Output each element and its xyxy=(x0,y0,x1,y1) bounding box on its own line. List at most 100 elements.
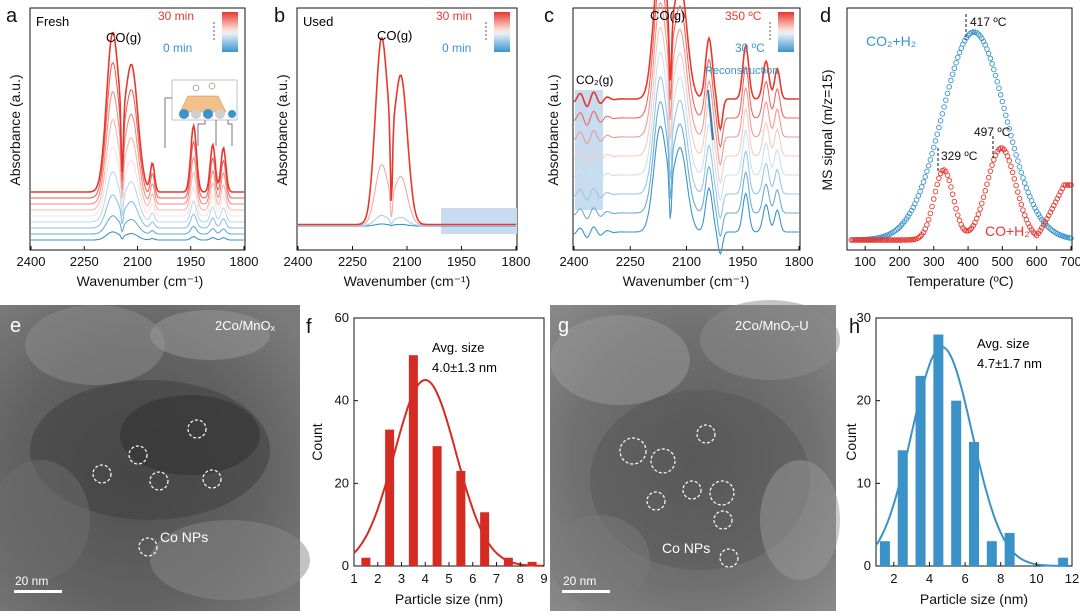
x-tick-label: 1950 xyxy=(447,254,476,269)
scatter-point-co2-h2 xyxy=(915,193,922,199)
scatter-point-co-h2 xyxy=(1008,163,1014,170)
histogram-bar xyxy=(915,375,926,566)
x-axis-label: Wavenumber (cm⁻¹) xyxy=(623,273,750,289)
panel-b: b Used CO(g) 30 min 0 min 2400 2250 2100 19… xyxy=(274,5,530,289)
panel-d: d 417 ºC 329 ºC 497 ºC CO₂+H₂ CO+H₂ 100 2… xyxy=(819,5,1080,289)
panel-g-tem-image: g 2Co/MnOₓ-U Co NPs 20 nm xyxy=(550,300,840,611)
scatter-point-co-h2 xyxy=(989,162,995,168)
inset-pointer xyxy=(197,120,206,146)
inset-pointer xyxy=(164,97,172,148)
scatter-point-co2-h2 xyxy=(937,117,944,124)
co-gas-label: CO(g) xyxy=(106,30,141,45)
scatter-point-co2-h2 xyxy=(1004,119,1011,125)
scatter-point-co-h2 xyxy=(941,167,947,173)
axes-frame xyxy=(353,317,545,567)
scatter-point-co-h2 xyxy=(1018,201,1025,208)
scatter-point-co-h2 xyxy=(975,211,982,217)
panel-label-e: e xyxy=(10,315,21,337)
scatter-point-co2-h2 xyxy=(894,225,901,232)
y-tick-label: 20 xyxy=(857,393,871,408)
legend-gradient-bar xyxy=(494,12,510,52)
scatter-point-co-h2 xyxy=(948,184,954,190)
scatter-point-co2-h2 xyxy=(970,29,976,35)
scatter-point-co2-h2 xyxy=(944,90,951,97)
scatter-point-co2-h2 xyxy=(992,72,999,79)
x-tick-label: 400 xyxy=(957,254,979,269)
scatter-point-co-h2 xyxy=(1039,225,1045,231)
scatter-point-co-h2 xyxy=(874,237,880,243)
scatter-point-co2-h2 xyxy=(905,213,911,220)
nanoparticle-circle xyxy=(713,510,733,530)
scatter-point-co2-h2 xyxy=(1023,185,1030,191)
x-tick-label: 700 xyxy=(1060,254,1080,269)
spectrum-line-1 xyxy=(573,126,799,256)
scatter-point-co-h2 xyxy=(864,237,870,243)
scatter-point-co-h2 xyxy=(876,237,882,243)
series-label-co2-h2: CO₂+H₂ xyxy=(866,33,916,49)
scatter-point-co2-h2 xyxy=(925,162,932,169)
nanoparticle-circle xyxy=(187,419,207,439)
scatter-point-co-h2 xyxy=(907,237,913,243)
panel-e-tem-image: e 2Co/MnOₓ Co NPs 20 nm xyxy=(0,305,310,611)
scatter-point-co-h2 xyxy=(949,191,956,197)
x-axis-label: Wavenumber (cm⁻¹) xyxy=(77,273,204,289)
scatter-point-co-h2 xyxy=(857,237,863,243)
nanoparticle-circle xyxy=(650,448,676,474)
x-tick-label: 2250 xyxy=(338,254,367,269)
scatter-point-co-h2 xyxy=(937,170,944,177)
scale-bar xyxy=(14,590,62,593)
x-tick-label: 8 xyxy=(997,571,1004,586)
scatter-point-co-h2 xyxy=(879,237,886,243)
panel-label-g: g xyxy=(558,315,569,337)
avg-size-label: Avg. size xyxy=(977,336,1030,351)
spectrum-line-2 xyxy=(573,101,799,238)
spectrum-line-8 xyxy=(31,62,244,199)
scatter-point-co-h2 xyxy=(1032,231,1038,237)
x-tick-label: 1800 xyxy=(785,254,814,269)
scatter-point-co-h2 xyxy=(951,198,958,205)
x-tick-label: 1800 xyxy=(230,254,259,269)
scatter-point-co-h2 xyxy=(1066,182,1073,188)
scatter-point-co2-h2 xyxy=(953,59,959,66)
x-tick-label: 100 xyxy=(854,254,876,269)
panel-label-d: d xyxy=(820,5,831,27)
y-tick-label: 30 xyxy=(857,310,871,325)
spectrum-line-5 xyxy=(573,27,799,185)
scatter-point-co2-h2 xyxy=(1008,132,1014,139)
x-tick-label: 1950 xyxy=(728,254,757,269)
histogram-bars xyxy=(875,334,1072,567)
scatter-point-co2-h2 xyxy=(922,174,928,180)
scatter-point-co-h2 xyxy=(894,237,901,243)
scatter-point-co-h2 xyxy=(987,168,994,174)
axis-ticks: 1 2 3 4 5 6 7 8 9 0 20 40 60 xyxy=(335,310,548,586)
scatter-point-co-h2 xyxy=(997,145,1004,151)
scatter-point-co-h2 xyxy=(991,157,997,163)
x-tick-label: 500 xyxy=(992,254,1014,269)
nanoparticle-circle xyxy=(92,464,112,484)
x-ticks: 2400 2250 2100 1950 1800 xyxy=(17,246,259,269)
scatter-point-co-h2 xyxy=(882,237,889,243)
panel-label-f: f xyxy=(306,316,312,338)
histogram-bar xyxy=(951,400,962,566)
scatter-point-co-h2 xyxy=(869,237,875,243)
scatter-point-co2-h2 xyxy=(924,168,930,175)
nanoparticle-circle xyxy=(719,548,739,568)
sample-title: 2Co/MnOₓ-U xyxy=(735,318,809,333)
legend-gradient-bar xyxy=(778,12,794,52)
spectrum-line-4 xyxy=(31,171,244,223)
histogram-bar xyxy=(897,450,908,566)
peak-annotation: 497 ºC xyxy=(974,125,1011,139)
x-tick-label: 2400 xyxy=(284,254,313,269)
scatter-point-co2-h2 xyxy=(917,188,923,195)
axes-frame xyxy=(846,7,1073,251)
co-gas-label: CO(g) xyxy=(377,28,412,43)
nanoparticle-circle xyxy=(149,471,169,491)
y-axis-label: Absorbance (a.u.) xyxy=(7,74,23,185)
y-axis-label: MS signal (m/z=15) xyxy=(819,70,835,191)
inset-pointer xyxy=(227,120,233,146)
panel-label-h: h xyxy=(849,316,860,338)
scatter-point-co-h2 xyxy=(1004,153,1011,159)
scatter-point-co2-h2 xyxy=(934,131,940,137)
scatter-point-co-h2 xyxy=(963,228,970,234)
